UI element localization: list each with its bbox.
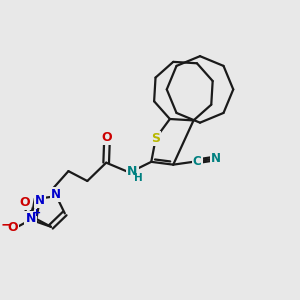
Text: N: N bbox=[211, 152, 220, 165]
Text: O: O bbox=[20, 196, 30, 209]
Text: N: N bbox=[26, 212, 36, 224]
Text: −: − bbox=[0, 218, 12, 232]
Text: N: N bbox=[51, 188, 62, 201]
Text: S: S bbox=[151, 132, 160, 145]
Text: H: H bbox=[134, 172, 143, 183]
Text: O: O bbox=[7, 221, 18, 234]
Text: N: N bbox=[127, 166, 138, 178]
Text: +: + bbox=[32, 208, 41, 218]
Text: C: C bbox=[193, 155, 202, 168]
Text: O: O bbox=[102, 131, 112, 144]
Text: N: N bbox=[34, 194, 45, 207]
